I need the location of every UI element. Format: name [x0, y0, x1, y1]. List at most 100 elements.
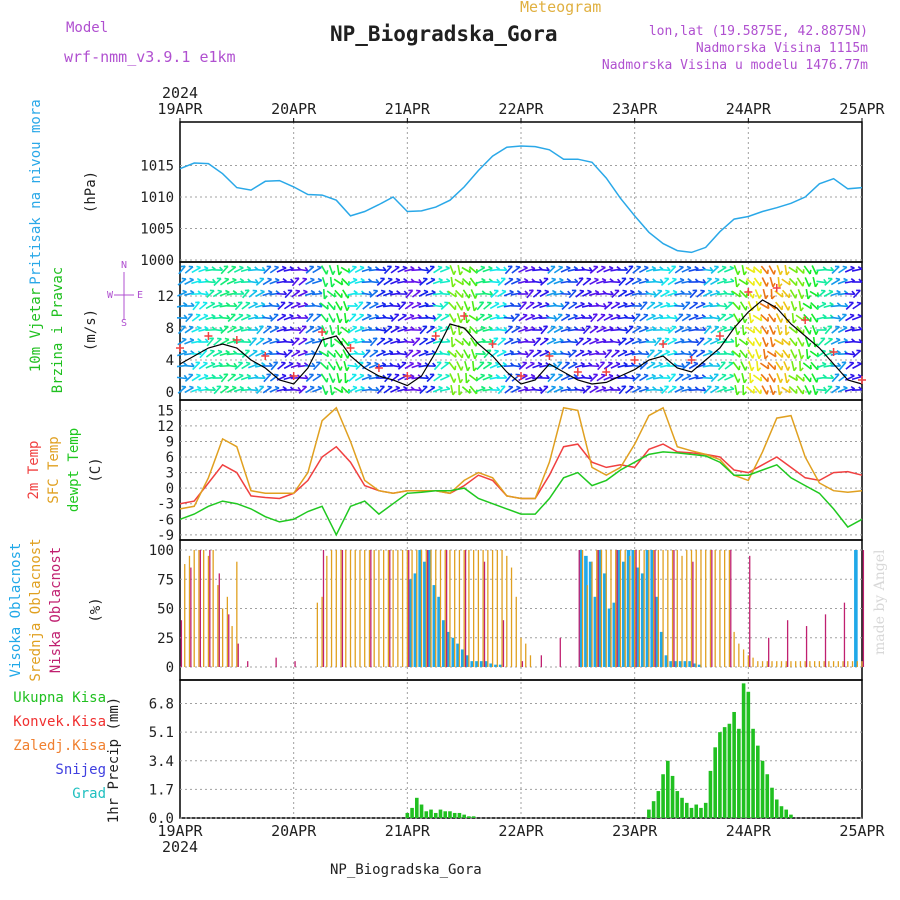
wind-arrow: [830, 289, 841, 297]
wind-arrow-shaft: [298, 338, 308, 346]
wind-arrow: [674, 362, 685, 368]
wind-arrow: [404, 265, 415, 272]
wind-arrow: [582, 289, 592, 297]
wind-arrow-shaft: [547, 265, 556, 275]
wind-arrow-head: [503, 266, 508, 271]
wind-arrow-shaft: [205, 315, 216, 321]
wind-arrow-head: [188, 313, 193, 316]
wind-arrow: [845, 313, 855, 322]
wind-arrow-shaft: [811, 265, 818, 275]
wind-arrow-head: [288, 301, 293, 305]
wind-arrow-shaft: [638, 327, 649, 333]
wind-arrow-head: [503, 326, 508, 332]
wind-arrow: [320, 373, 329, 383]
wind-arrow-shaft: [440, 302, 450, 310]
wind-arrow: [291, 289, 301, 298]
wind-arrow-shaft: [805, 348, 809, 360]
wind-arrow: [178, 265, 186, 275]
wind-arrow-shaft: [184, 374, 194, 382]
wind-arrow-head: [226, 314, 231, 319]
cloud-high-bar: [612, 602, 617, 667]
wind-arrow-head: [344, 379, 350, 384]
wind-arrow-shaft: [425, 278, 436, 286]
wind-arrow-head: [586, 325, 591, 328]
wind-arrow: [312, 385, 323, 393]
precip-total-bar: [684, 802, 689, 818]
wind-arrow-shaft: [177, 386, 187, 394]
wind-arrow: [198, 338, 209, 343]
wind-arrow: [205, 386, 216, 391]
wind-arrow-shaft: [270, 361, 279, 371]
wind-arrow: [290, 326, 302, 332]
wind-arrow-shaft: [816, 350, 826, 358]
wind-arrow-head: [290, 278, 295, 283]
wind-arrow-head: [544, 349, 550, 353]
wind-arrow: [739, 301, 748, 311]
wind-arrow: [348, 313, 357, 323]
wind-arrow-shaft: [710, 266, 720, 274]
wind-arrow: [449, 265, 457, 275]
wind-arrow-shaft: [624, 351, 635, 357]
wind-arrow: [604, 301, 613, 310]
wind-arrow-shaft: [433, 314, 443, 322]
wind-arrow: [448, 313, 457, 323]
wind-arrow-shaft: [546, 291, 557, 297]
wind-arrow-shaft: [297, 268, 308, 272]
wind-arrow: [233, 277, 245, 284]
wind-arrow-head: [753, 281, 755, 286]
wind-arrow-head: [261, 374, 266, 379]
wind-arrow-shaft: [745, 266, 756, 274]
precip-total-bar: [661, 774, 665, 818]
wind-arrow: [475, 313, 485, 322]
wind-arrow-head: [774, 352, 777, 357]
wind-arrow-shaft: [234, 362, 244, 370]
wind-arrow-shaft: [603, 327, 614, 333]
wind-arrow: [184, 289, 195, 296]
wind-arrow-head: [444, 361, 449, 364]
wind-arrow-shaft: [816, 280, 827, 284]
wind-arrow-head: [671, 265, 676, 268]
wind-arrow: [347, 302, 359, 307]
wind-arrow: [754, 337, 762, 347]
wind-arrow: [227, 325, 237, 334]
wind-arrow-head: [197, 338, 202, 342]
wind-arrow-shaft: [226, 387, 237, 393]
wind-arrow-shaft: [269, 304, 280, 308]
wind-arrow: [327, 301, 336, 311]
wind-gust-marker: [232, 336, 241, 344]
wind-arrow-head: [751, 354, 755, 359]
wind-arrow-head: [267, 385, 272, 388]
wind-arrow-shaft: [645, 267, 656, 273]
wind-arrow-head: [708, 349, 713, 353]
wind-arrow-shaft: [212, 303, 223, 309]
wind-arrow-head: [722, 277, 727, 282]
wind-arrow: [774, 350, 784, 358]
wind-arrow: [532, 386, 543, 392]
wind-arrow-shaft: [752, 314, 763, 322]
wind-arrow: [735, 336, 740, 348]
wind-arrow-head: [573, 313, 578, 317]
wind-arrow-shaft: [526, 289, 534, 299]
wind-arrow-head: [333, 305, 336, 310]
y-tick-label: 6: [166, 450, 174, 466]
wind-arrow-head: [388, 349, 394, 354]
wind-arrow-head: [571, 289, 577, 292]
wind-arrow: [589, 265, 599, 274]
cloud-high-bar: [688, 661, 692, 667]
wind-arrow-head: [786, 378, 790, 384]
wind-arrow-head: [692, 289, 697, 292]
wind-arrow-shaft: [475, 314, 485, 322]
wind-arrow-head: [375, 278, 380, 284]
wind-arrow-shaft: [703, 386, 712, 394]
wind-arrow-head: [651, 265, 657, 270]
precip-total-bar: [784, 809, 789, 818]
wind-arrow-head: [196, 373, 201, 377]
wind-arrow: [851, 265, 863, 272]
wind-arrow: [504, 325, 514, 334]
wind-arrow-shaft: [674, 364, 685, 368]
wind-arrow-head: [494, 349, 499, 352]
wind-arrow-shaft: [426, 326, 436, 334]
wind-arrow: [290, 386, 302, 392]
wind-arrow-head: [635, 313, 641, 316]
wind-arrow-head: [225, 302, 231, 306]
